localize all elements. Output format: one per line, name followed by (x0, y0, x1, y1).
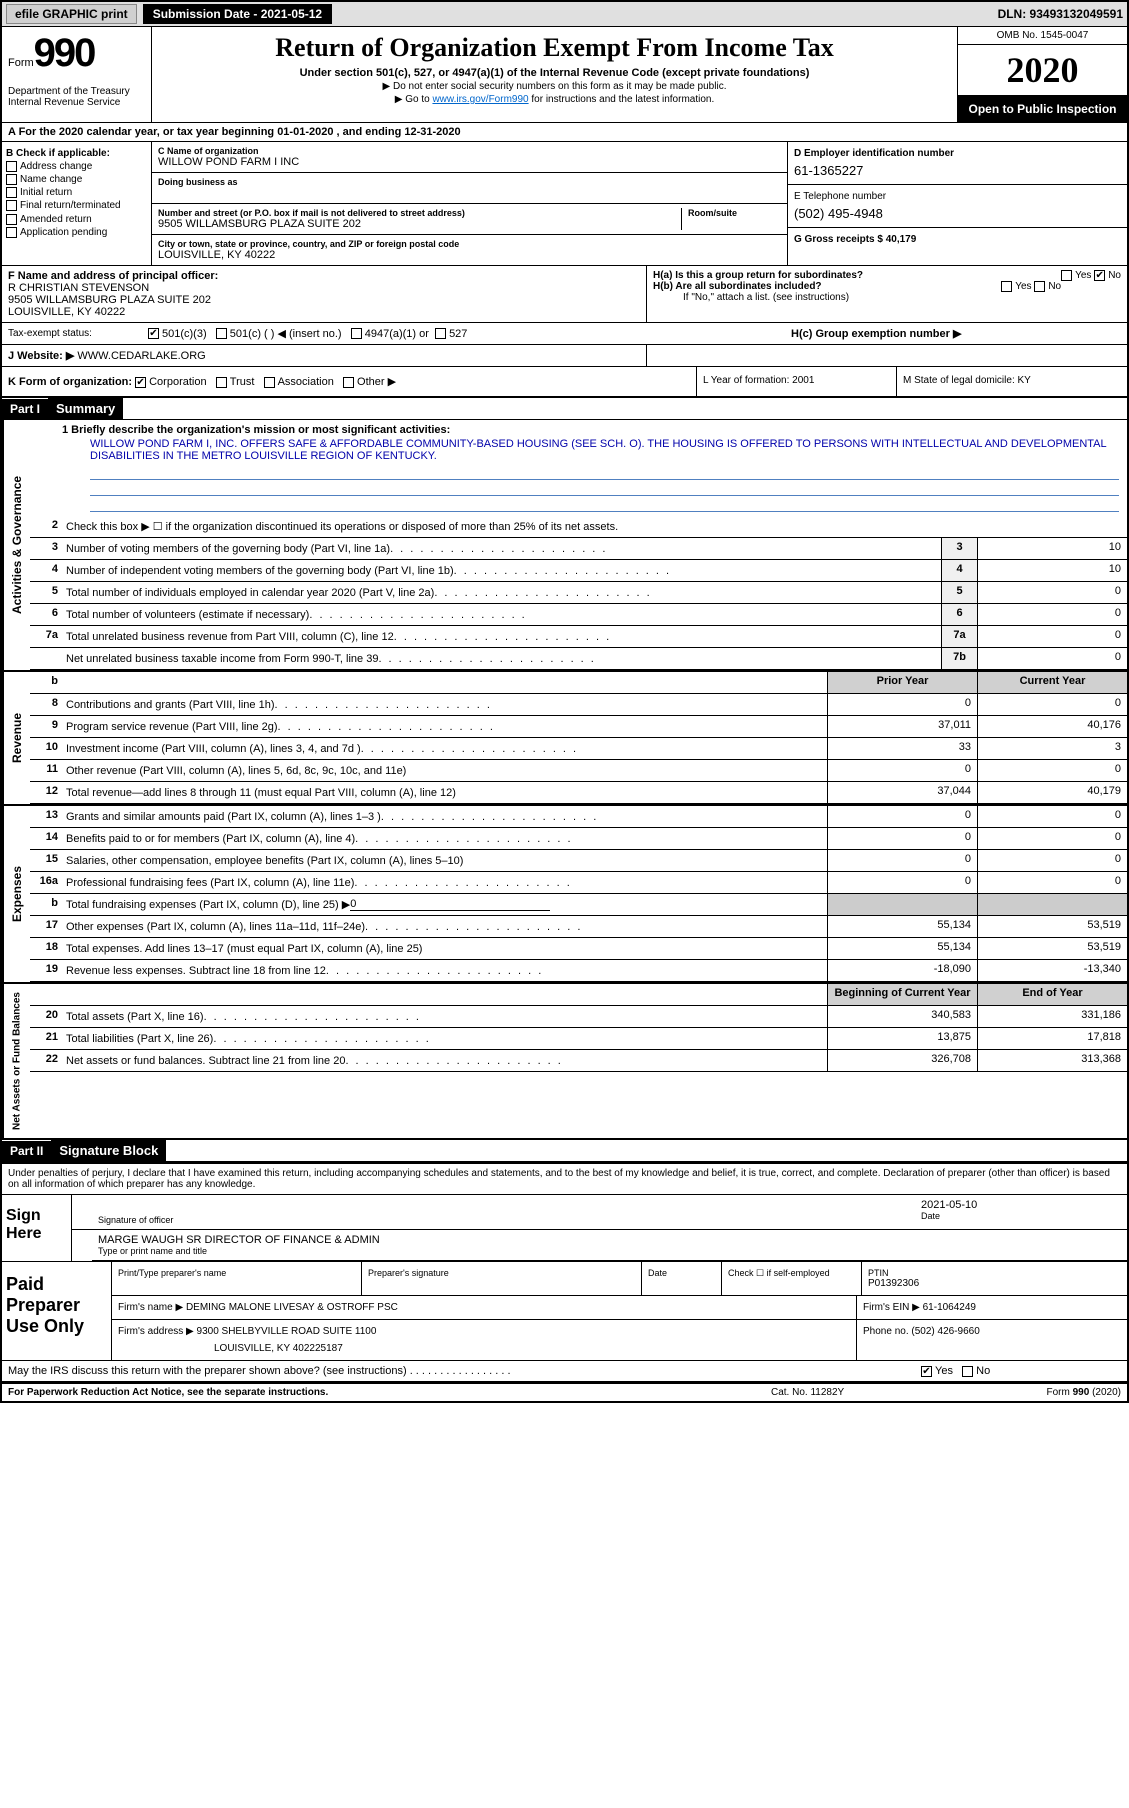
netassets-label: Net Assets or Fund Balances (2, 984, 30, 1138)
website-url: WWW.CEDARLAKE.ORG (77, 350, 205, 362)
sign-here-row: Sign Here Signature of officer 2021-05-1… (2, 1194, 1127, 1261)
subtitle-2: ▶ Do not enter social security numbers o… (162, 81, 947, 92)
part-2-header: Part IISignature Block (2, 1138, 1127, 1162)
submission-date: Submission Date - 2021-05-12 (143, 4, 332, 24)
discuss-question: May the IRS discuss this return with the… (8, 1365, 921, 1377)
main-title: Return of Organization Exempt From Incom… (162, 33, 947, 63)
irs-link[interactable]: www.irs.gov/Form990 (432, 94, 528, 105)
website-row: J Website: ▶ WWW.CEDARLAKE.ORG (2, 345, 1127, 367)
mission-box: 1 Briefly describe the organization's mi… (30, 420, 1127, 516)
inspection-badge: Open to Public Inspection (958, 96, 1127, 122)
gross-receipts: G Gross receipts $ 40,179 (794, 234, 1121, 245)
subtitle-1: Under section 501(c), 527, or 4947(a)(1)… (162, 67, 947, 79)
department: Department of the Treasury Internal Reve… (8, 86, 145, 108)
preparer-row: Paid Preparer Use Only Print/Type prepar… (2, 1261, 1127, 1360)
footer: For Paperwork Reduction Act Notice, see … (2, 1382, 1127, 1401)
org-city: LOUISVILLE, KY 40222 (158, 249, 781, 261)
phone: (502) 495-4948 (794, 206, 1121, 221)
mission-text: WILLOW POND FARM I, INC. OFFERS SAFE & A… (90, 436, 1119, 464)
officer-name: R CHRISTIAN STEVENSON (8, 282, 640, 294)
dln: DLN: 93493132049591 (998, 7, 1123, 21)
revenue-label: Revenue (2, 672, 30, 804)
officer-row: F Name and address of principal officer:… (2, 266, 1127, 323)
year-formation: L Year of formation: 2001 (697, 367, 897, 396)
top-bar: efile GRAPHIC print Submission Date - 20… (2, 2, 1127, 27)
state-domicile: M State of legal domicile: KY (897, 367, 1127, 396)
omb-number: OMB No. 1545-0047 (958, 27, 1127, 45)
officer-name-title: MARGE WAUGH SR DIRECTOR OF FINANCE & ADM… (98, 1234, 1121, 1246)
governance-label: Activities & Governance (2, 420, 30, 670)
section-b-c-d: B Check if applicable: Address change Na… (2, 142, 1127, 266)
part-1-header: Part ISummary (2, 398, 1127, 420)
form-prefix: Form (8, 57, 34, 69)
form-number: 990 (34, 31, 95, 75)
subtitle-3: ▶ Go to www.irs.gov/Form990 for instruct… (162, 94, 947, 105)
org-form-row: K Form of organization: Corporation Trus… (2, 367, 1127, 398)
efile-button[interactable]: efile GRAPHIC print (6, 4, 137, 24)
tax-year: 2020 (958, 45, 1127, 96)
firm-name: DEMING MALONE LIVESAY & OSTROFF PSC (186, 1302, 398, 1313)
form-header: Form990 Department of the Treasury Inter… (2, 27, 1127, 123)
expenses-label: Expenses (2, 806, 30, 982)
check-column: B Check if applicable: Address change Na… (2, 142, 152, 265)
org-address: 9505 WILLAMSBURG PLAZA SUITE 202 (158, 218, 681, 230)
declaration: Under penalties of perjury, I declare th… (2, 1162, 1127, 1194)
tax-status-row: Tax-exempt status: 501(c)(3) 501(c) ( ) … (2, 323, 1127, 345)
ein: 61-1365227 (794, 163, 1121, 178)
period-row: A For the 2020 calendar year, or tax yea… (2, 123, 1127, 142)
org-name: WILLOW POND FARM I INC (158, 156, 781, 168)
